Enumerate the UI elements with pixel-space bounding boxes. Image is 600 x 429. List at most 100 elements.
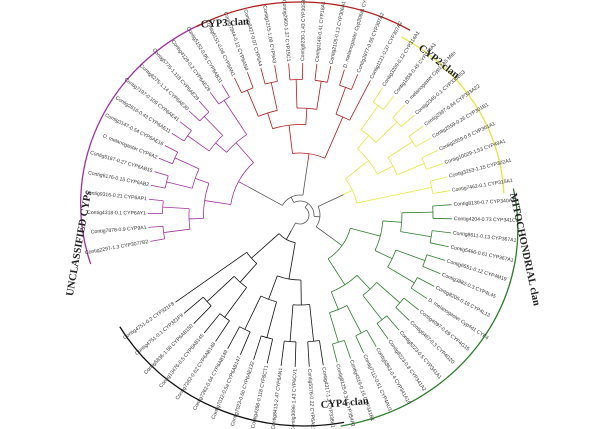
tree-branch (307, 341, 310, 367)
clan-arc-cyp4 (340, 188, 519, 427)
tree-branch (330, 291, 339, 310)
tree-branch (382, 95, 395, 110)
tree-branch (209, 92, 220, 105)
tree-branch (329, 312, 339, 343)
tree-branch (203, 313, 221, 334)
leaf-label: Contig1148-0.41 CYP18A1 (314, 1, 327, 63)
leaf-label: Contig9230-1.43 CYP305B1 (300, 0, 307, 61)
tree-branch (360, 129, 377, 143)
leaf-label: Contig8413-2.47 CYP6AN1 (270, 367, 284, 429)
tree-branch (395, 307, 410, 321)
tree-branch (362, 295, 383, 320)
tree-branches (148, 63, 452, 367)
leaf-label: Contig5466-0.61 CYP367A1 (450, 245, 514, 264)
tree-branch (164, 175, 169, 189)
tree-branch (235, 142, 254, 163)
leaf-label: Contig2105-0.13 CYP306A1 (329, 1, 348, 65)
clan-label-mito: MITOCHONDRIAL clan (507, 192, 542, 307)
tree-branch (221, 84, 230, 98)
tree-branch (309, 304, 315, 342)
tree-branch (343, 340, 351, 359)
tree-branch (265, 81, 278, 85)
tree-branch (270, 82, 278, 111)
tree-branch (317, 194, 344, 207)
tree-branch (288, 63, 291, 80)
tree-branch (332, 340, 345, 345)
tree-branch (191, 168, 200, 189)
tree-branch (350, 227, 381, 237)
tree-branch (244, 295, 262, 330)
tree-branch (295, 79, 298, 109)
tree-branch (206, 276, 235, 302)
tree-branch (351, 74, 359, 90)
tree-branch (375, 121, 398, 143)
leaf-label: Contig2960-1.37 CYP15C1 (281, 0, 292, 62)
tree-branch (247, 72, 254, 89)
tree-branch (183, 296, 204, 314)
tree-branch (426, 163, 444, 170)
tree-branch (288, 125, 293, 154)
tree-branch (267, 112, 274, 129)
tree-branch (247, 185, 283, 206)
leaf-label: Contig8611-0.13 CYP367A1 (453, 230, 517, 243)
tree-branch (302, 163, 308, 196)
tree-branch (215, 142, 227, 153)
tree-branch (386, 315, 400, 331)
tree-branch (408, 136, 417, 147)
clan-arc-mito (401, 36, 505, 194)
tree-branch (345, 160, 369, 180)
tree-branch (218, 96, 230, 105)
tree-branch (426, 254, 446, 261)
tree-branch (174, 157, 200, 170)
tree-branch (198, 100, 210, 113)
leaf-label: Contig3096-1.43 CYP6CV1 (290, 369, 298, 429)
tree-branch (286, 230, 292, 240)
clan-label-cyp4: CYP4 clan (320, 396, 369, 411)
leaf-label: Contig8223-0.5 CYP341A1 (398, 330, 443, 381)
leaf-label: Contig4204-0.73 CYP341C1 (454, 216, 519, 224)
tree-branch (313, 215, 320, 218)
tree-branch (335, 87, 346, 115)
leaf-label: Contig4128-0.2 CYP6AE29 (170, 39, 212, 93)
tree-branch (430, 176, 448, 182)
leaf-label: Contig2559-0.26 CYP301B1 (431, 102, 490, 140)
leaf-label: Contig4266-0.118 CYP6CT1 (250, 365, 270, 429)
tree-branch (246, 90, 259, 117)
tree-branch (421, 150, 438, 159)
tree-branch (266, 301, 277, 338)
tree-branch (429, 242, 449, 248)
tree-branch (343, 189, 353, 195)
tree-branch (410, 287, 428, 299)
tree-branch (163, 228, 190, 233)
clan-arc-cyp3 (80, 24, 201, 265)
leaf-label: Contig8130-0.7 CYP340A1 (453, 198, 515, 208)
tree-branch (408, 125, 424, 137)
tree-branch (324, 116, 344, 159)
tree-branch (193, 305, 212, 324)
tree-branch (280, 340, 285, 366)
tree-branch (288, 242, 296, 280)
tree-branch (175, 251, 247, 303)
tree-branch (332, 343, 338, 363)
tree-branch (294, 341, 297, 367)
tree-branch (251, 233, 280, 259)
tree-branch (432, 230, 451, 234)
tree-branch (432, 204, 452, 207)
tree-branch (349, 80, 371, 121)
tree-branch (346, 305, 362, 334)
leaf-label: Contig7262-0.62 CYP6AB148 (175, 341, 218, 401)
tree-branch (333, 239, 343, 246)
tree-branch (400, 212, 403, 232)
tree-branch (387, 266, 415, 284)
tree-branch (187, 135, 210, 152)
tree-branch (360, 105, 379, 130)
tree-branch (162, 200, 164, 214)
tree-branch (315, 206, 321, 227)
leaf-label: Contig5863-0.4 CYP341A10 (374, 347, 411, 406)
tree-branch (260, 68, 266, 85)
tree-branch (166, 181, 193, 189)
leaf-label: Contig1215-1.09 CYP9A3 (261, 5, 277, 64)
tree-branch (400, 231, 432, 238)
tree-branch (415, 137, 432, 148)
tree-branch (162, 206, 190, 210)
